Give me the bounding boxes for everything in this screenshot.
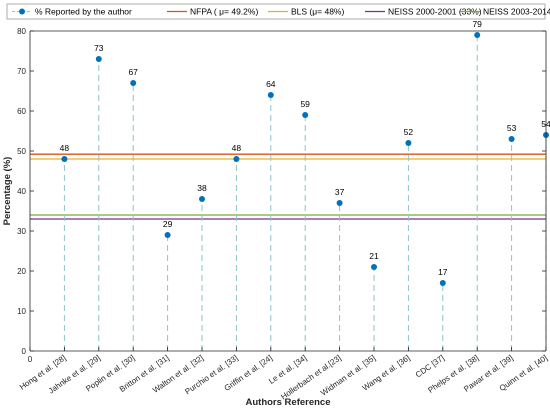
y-tick-label-4: 40 bbox=[17, 187, 26, 196]
data-label-8: 37 bbox=[335, 187, 345, 197]
y-tick-label-0: 0 bbox=[22, 347, 27, 356]
data-point-11 bbox=[439, 280, 446, 286]
y-tick-label-7: 70 bbox=[17, 67, 26, 76]
plot-area bbox=[30, 31, 546, 351]
plot-background bbox=[30, 31, 546, 351]
data-point-12 bbox=[474, 32, 481, 38]
data-label-7: 59 bbox=[300, 99, 310, 109]
y-tick-label-2: 20 bbox=[17, 267, 26, 276]
data-label-6: 64 bbox=[266, 79, 276, 89]
legend: % Reported by the author NFPA ( μ= 49.2%)… bbox=[6, 3, 550, 20]
legend-label-1: NFPA ( μ= 49.2%) bbox=[190, 7, 258, 17]
data-label-12: 79 bbox=[472, 19, 482, 29]
data-point-13 bbox=[508, 136, 515, 142]
x-tick-label-8: Hollerbach et al.[23] bbox=[279, 353, 342, 401]
data-label-0: 48 bbox=[60, 143, 70, 153]
y-tick-label-6: 60 bbox=[17, 107, 26, 116]
data-point-10 bbox=[405, 140, 412, 146]
data-label-2: 67 bbox=[128, 67, 138, 77]
data-point-5 bbox=[233, 156, 240, 162]
data-label-5: 48 bbox=[232, 143, 242, 153]
data-point-7 bbox=[302, 112, 309, 118]
data-label-11: 17 bbox=[438, 267, 448, 277]
data-label-3: 29 bbox=[163, 219, 173, 229]
data-point-9 bbox=[371, 264, 377, 270]
x-axis-title: Authors Reference bbox=[246, 397, 331, 408]
data-label-4: 38 bbox=[197, 183, 207, 193]
y-tick-label-3: 30 bbox=[17, 227, 26, 236]
legend-marker-0 bbox=[19, 8, 25, 15]
stems bbox=[63, 35, 547, 351]
data-point-8 bbox=[336, 200, 343, 206]
y-tick-label-1: 10 bbox=[17, 307, 26, 316]
y-tick-label-8: 80 bbox=[17, 27, 26, 36]
data-point-2 bbox=[130, 80, 137, 86]
data-label-9: 21 bbox=[369, 251, 379, 261]
data-point-0 bbox=[61, 156, 68, 162]
reference-lines bbox=[30, 153, 546, 220]
data-point-4 bbox=[199, 196, 205, 202]
x-tick-label-zero: 0 bbox=[28, 355, 33, 364]
legend-label-2: BLS (μ= 48%) bbox=[291, 7, 344, 17]
data-label-13: 53 bbox=[507, 123, 517, 133]
legend-label-0: % Reported by the author bbox=[35, 7, 132, 17]
y-axis-title: Percentage (%) bbox=[2, 157, 13, 226]
data-label-10: 52 bbox=[404, 127, 414, 137]
data-point-1 bbox=[95, 56, 102, 62]
data-label-1: 73 bbox=[94, 43, 104, 53]
y-tick-label-5: 50 bbox=[17, 147, 26, 156]
data-point-3 bbox=[164, 232, 171, 238]
data-point-6 bbox=[267, 92, 274, 98]
legend-label-4: NEISS 2003-2014 (34%) bbox=[483, 7, 550, 17]
data-points bbox=[61, 32, 549, 286]
x-tick-label-11: CDC [37] bbox=[414, 353, 446, 379]
legend-label-3: NEISS 2000-2001 (33%) bbox=[388, 7, 482, 17]
